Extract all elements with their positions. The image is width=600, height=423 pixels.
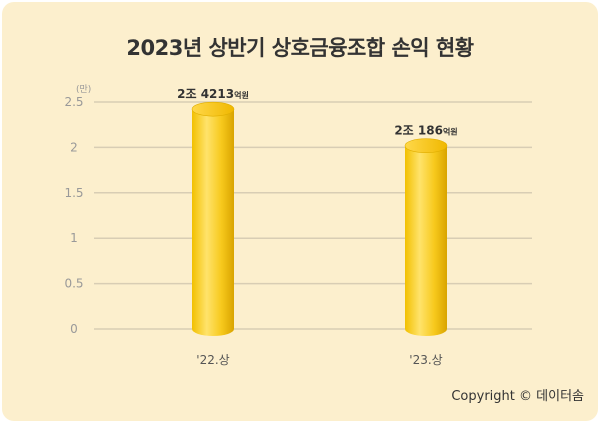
data-label-value: 2조 186 xyxy=(394,124,443,138)
y-tick-label: 2 xyxy=(70,140,78,154)
y-tick-label: 2.5 xyxy=(64,95,83,109)
data-label-unit: 억원 xyxy=(443,127,458,137)
x-tick-label: '22.상 xyxy=(196,353,229,367)
y-tick-label: 1 xyxy=(70,231,78,245)
bar-top xyxy=(191,101,235,117)
x-tick-label: '23.상 xyxy=(409,353,442,367)
bar-top xyxy=(404,138,448,154)
y-tick-label: 0 xyxy=(70,322,78,336)
y-axis-unit: (만) xyxy=(76,85,92,95)
data-label-unit: 억원 xyxy=(234,90,249,100)
bar xyxy=(405,145,447,336)
data-label: 2조 4213억원 xyxy=(177,87,249,101)
bar xyxy=(192,109,234,336)
chart-title: 2023년 상반기 상호금융조합 손익 현황 xyxy=(126,36,474,60)
y-tick-label: 1.5 xyxy=(64,186,83,200)
data-label: 2조 186억원 xyxy=(394,124,457,138)
data-label-value: 2조 4213 xyxy=(177,87,234,101)
y-tick-label: 0.5 xyxy=(64,277,83,291)
copyright-text: Copyright © 데이터솜 xyxy=(451,389,584,404)
